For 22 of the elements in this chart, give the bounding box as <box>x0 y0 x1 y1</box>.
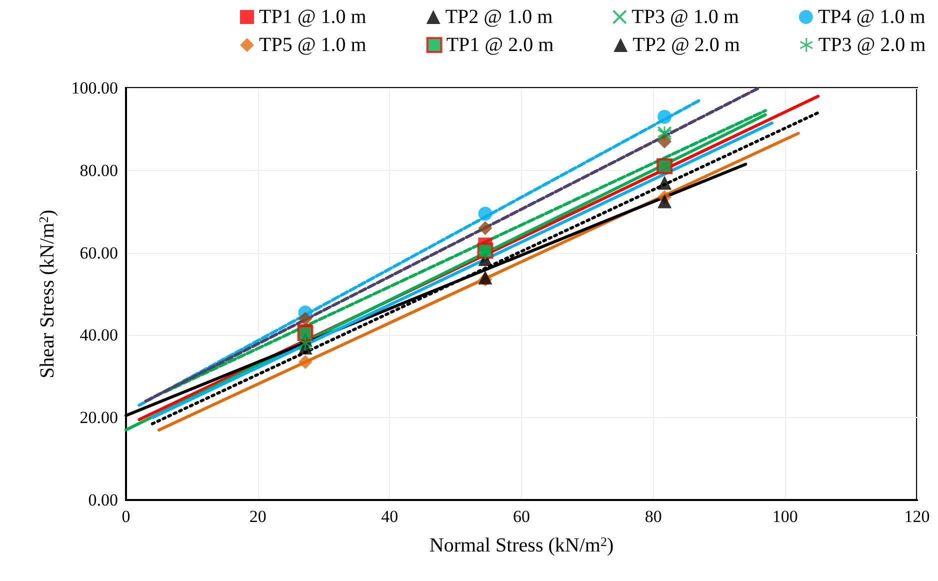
x-tick-label: 40 <box>381 507 398 526</box>
y-tick-label: 100.00 <box>71 78 118 98</box>
y-tick-label: 0.00 <box>88 490 118 510</box>
legend-label: TP2 @ 2.0 m <box>632 34 740 56</box>
legend-label: TP5 @ 1.0 m <box>259 34 367 56</box>
legend-label: TP1 @ 2.0 m <box>446 34 554 56</box>
y-tick-label: 80.00 <box>80 160 118 180</box>
x-tick-label: 120 <box>904 507 930 526</box>
legend-label: TP3 @ 1.0 m <box>632 6 740 28</box>
x-tick-label: 60 <box>513 507 530 526</box>
legend-label: TP3 @ 2.0 m <box>818 34 926 56</box>
x-tick-label: 100 <box>772 507 798 526</box>
x-tick-label: 80 <box>644 507 662 526</box>
y-tick-label: 20.00 <box>80 408 118 428</box>
y-tick-label: 60.00 <box>80 243 118 262</box>
legend-label: TP2 @ 1.0 m <box>445 6 554 28</box>
legend-label: TP4 @ 1.0 m <box>818 6 926 28</box>
x-tick-label: 0 <box>122 507 130 526</box>
x-tick-label: 20 <box>249 507 266 526</box>
legend-label: TP1 @ 1.0 m <box>259 6 367 28</box>
y-axis-title: Shear Stress (kN/m2) <box>36 210 58 378</box>
y-tick-label: 40.00 <box>80 326 118 345</box>
